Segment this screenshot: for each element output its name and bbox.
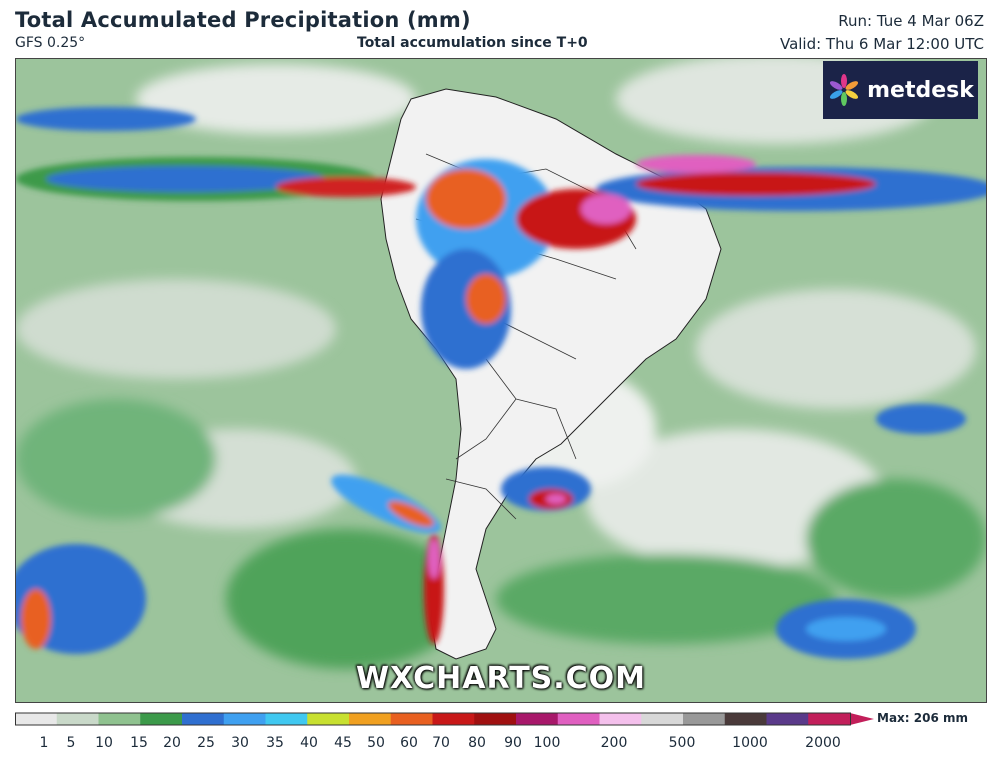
scale-tick-label: 1 [39, 735, 49, 751]
scale-swatch [349, 713, 392, 725]
accumulation-subtitle: Total accumulation since T+0 [357, 35, 588, 51]
color-scale-svg [15, 712, 874, 726]
scale-swatch [98, 713, 141, 725]
valid-time: Valid: Thu 6 Mar 12:00 UTC [779, 35, 984, 53]
scale-swatch [516, 713, 559, 725]
chart-title: Total Accumulated Precipitation (mm) [15, 8, 471, 32]
scale-swatch [641, 713, 684, 725]
scale-swatch [223, 713, 266, 725]
map-canvas [16, 59, 986, 702]
metdesk-logo-text: metdesk [867, 77, 974, 103]
scale-tick-label: 30 [231, 735, 249, 751]
scale-tick-label: 2000 [805, 735, 841, 751]
scale-tick-label: 5 [66, 735, 76, 751]
scale-tick-label: 25 [197, 735, 215, 751]
scale-swatch [265, 713, 308, 725]
scale-swatch [474, 713, 517, 725]
scale-swatch [557, 713, 600, 725]
scale-swatch [140, 713, 183, 725]
scale-swatch [724, 713, 767, 725]
run-time: Run: Tue 4 Mar 06Z [838, 12, 984, 30]
scale-tick-label: 10 [95, 735, 113, 751]
metdesk-flower-icon [830, 74, 859, 106]
scale-arrow [850, 713, 874, 725]
scale-tick-label: 100 [533, 735, 561, 751]
scale-tick-label: 500 [668, 735, 696, 751]
scale-tick-label: 20 [163, 735, 181, 751]
scale-tick-label: 200 [600, 735, 628, 751]
scale-tick-label: 1000 [732, 735, 768, 751]
scale-tick-label: 60 [400, 735, 418, 751]
scale-swatch [390, 713, 433, 725]
color-scale-bar [15, 712, 875, 726]
scale-swatch [307, 713, 350, 725]
model-label: GFS 0.25° [15, 35, 86, 51]
scale-tick-label: 45 [334, 735, 352, 751]
scale-swatch [56, 713, 99, 725]
scale-swatch [432, 713, 475, 725]
scale-tick-label: 35 [266, 735, 284, 751]
heavy-precip-bands [16, 107, 986, 659]
max-value-label: Max: 206 mm [877, 711, 968, 725]
metdesk-logo[interactable]: metdesk [823, 61, 978, 119]
scale-tick-label: 15 [130, 735, 148, 751]
scale-tick-label: 90 [504, 735, 522, 751]
scale-swatch [182, 713, 225, 725]
wxcharts-watermark: WXCHARTS.COM [355, 661, 647, 696]
scale-swatch [599, 713, 642, 725]
scale-tick-label: 80 [468, 735, 486, 751]
scale-swatch [683, 713, 726, 725]
scale-tick-label: 40 [300, 735, 318, 751]
scale-swatch [766, 713, 809, 725]
precipitation-map: metdesk WXCHARTS.COM [15, 58, 987, 703]
scale-swatch [15, 713, 58, 725]
scale-tick-label: 50 [367, 735, 385, 751]
scale-tick-label: 70 [432, 735, 450, 751]
scale-swatch [808, 713, 851, 725]
